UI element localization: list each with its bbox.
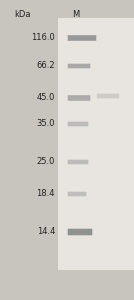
Text: 18.4: 18.4 <box>36 190 55 199</box>
FancyBboxPatch shape <box>68 95 90 101</box>
FancyBboxPatch shape <box>68 122 88 126</box>
Text: 14.4: 14.4 <box>37 227 55 236</box>
Text: 25.0: 25.0 <box>37 158 55 166</box>
FancyBboxPatch shape <box>68 35 96 41</box>
FancyBboxPatch shape <box>68 229 92 235</box>
Text: M: M <box>72 10 80 19</box>
Bar <box>58 18 134 270</box>
Text: kDa: kDa <box>14 10 31 19</box>
FancyBboxPatch shape <box>68 160 88 164</box>
Text: 116.0: 116.0 <box>31 34 55 43</box>
Text: 45.0: 45.0 <box>37 94 55 103</box>
FancyBboxPatch shape <box>97 94 119 98</box>
Text: 35.0: 35.0 <box>36 119 55 128</box>
Text: 66.2: 66.2 <box>36 61 55 70</box>
FancyBboxPatch shape <box>68 64 90 68</box>
FancyBboxPatch shape <box>68 192 86 196</box>
